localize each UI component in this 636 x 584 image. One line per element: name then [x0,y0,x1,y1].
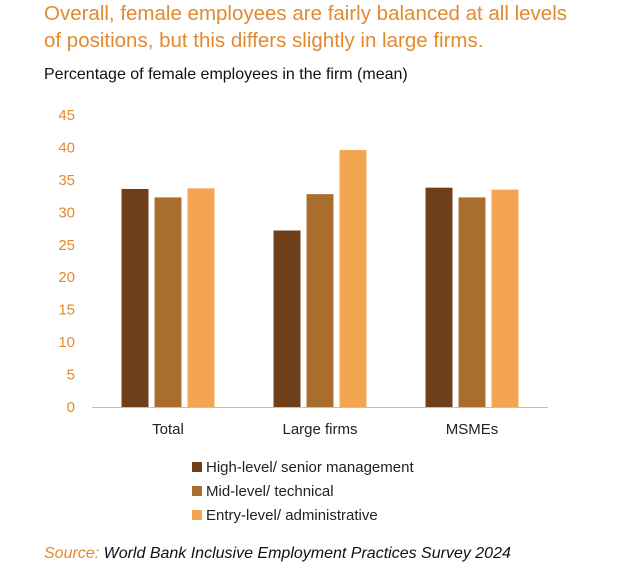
source-text: World Bank Inclusive Employment Practice… [103,545,511,562]
headline: Overall, female employees are fairly bal… [44,0,629,54]
legend-item-mid-level: Mid-level/ technical [192,479,414,503]
bar-chart: 0 5 10 15 20 25 30 35 40 45 Total Large firms MSMEs [58,107,548,438]
y-tick-label: 10 [58,334,75,351]
bar [306,194,334,407]
y-tick-label: 30 [58,204,75,221]
y-tick-label: 15 [58,302,75,319]
x-category-label: MSMEs [446,421,499,438]
legend-swatch-mid-level [192,486,202,496]
legend-item-high-level: High-level/ senior management [192,455,414,479]
y-tick-label: 20 [58,269,75,286]
legend-item-entry-level: Entry-level/ administrative [192,503,414,527]
y-tick-label: 35 [58,172,75,189]
bar [458,197,486,407]
bar [187,188,215,407]
bar [121,188,149,407]
x-category-label: Large firms [282,421,357,438]
x-category-label: Total [152,421,184,438]
legend-label-mid-level: Mid-level/ technical [206,482,334,500]
y-tick-label: 40 [58,139,75,156]
headline-line-2: of positions, but this differs slightly … [44,29,484,52]
bar [491,189,519,407]
bar [154,197,182,407]
bar [273,230,301,407]
bar [339,150,367,408]
y-tick-label: 45 [58,107,75,124]
chart-legend: High-level/ senior management Mid-level/… [192,455,414,527]
legend-label-entry-level: Entry-level/ administrative [206,506,378,524]
legend-swatch-high-level [192,462,202,472]
legend-swatch-entry-level [192,510,202,520]
source-note: Source: World Bank Inclusive Employment … [44,545,511,563]
source-label: Source: [44,545,100,562]
y-tick-label: 5 [67,367,75,384]
y-tick-label: 25 [58,237,75,254]
bar [425,187,453,407]
legend-label-high-level: High-level/ senior management [206,458,414,476]
y-tick-label: 0 [67,399,75,416]
chart-title: Percentage of female employees in the fi… [44,66,408,83]
headline-line-1: Overall, female employees are fairly bal… [44,2,568,25]
